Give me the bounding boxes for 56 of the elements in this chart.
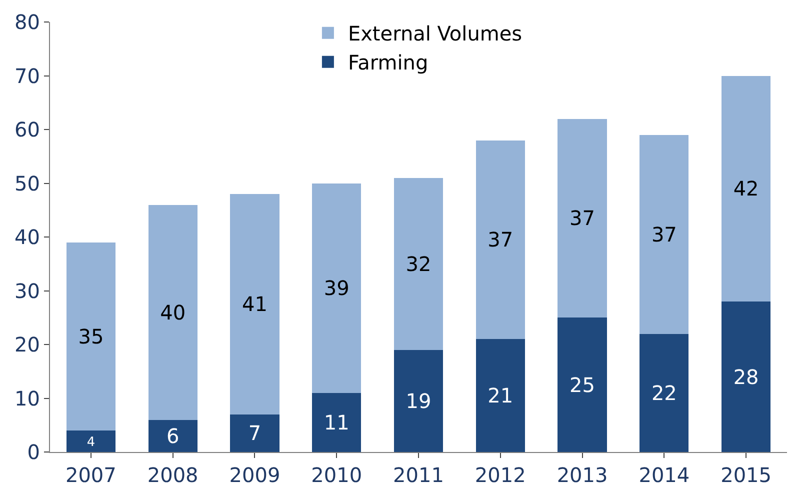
bar xyxy=(721,302,771,452)
bar xyxy=(66,242,116,430)
bar xyxy=(66,430,116,452)
bar xyxy=(476,140,525,340)
data-label: 37 xyxy=(488,228,514,252)
y-tick-label: 30 xyxy=(14,278,40,303)
x-tick-label: 2009 xyxy=(229,463,280,487)
bar xyxy=(476,339,525,452)
bar xyxy=(558,118,607,318)
x-tick-label: 2012 xyxy=(474,463,526,487)
data-label: 28 xyxy=(733,364,759,389)
x-tick-label: 2008 xyxy=(147,463,198,487)
x-tick-label: 2007 xyxy=(65,463,116,487)
legend-label: External Volumes xyxy=(348,22,522,46)
x-tick-label: 2010 xyxy=(311,463,362,487)
bar xyxy=(558,318,607,452)
bar xyxy=(394,178,444,350)
y-tick-label: 0 xyxy=(27,440,40,464)
y-tick-label: 10 xyxy=(14,386,40,410)
data-label: 11 xyxy=(324,410,350,434)
bar xyxy=(312,392,362,452)
bar xyxy=(148,204,198,420)
data-label: 35 xyxy=(78,324,104,348)
data-label: 19 xyxy=(406,388,432,413)
data-label: 37 xyxy=(570,206,595,230)
x-tick-label: 2015 xyxy=(720,463,772,487)
y-tick-label: 50 xyxy=(14,171,40,196)
data-label: 40 xyxy=(160,300,186,324)
data-label: 6 xyxy=(166,424,180,448)
bar xyxy=(230,414,280,452)
legend-label: Farming xyxy=(348,50,428,75)
data-label: 22 xyxy=(651,380,677,405)
y-tick-label: 80 xyxy=(14,10,40,34)
data-label: 21 xyxy=(488,384,514,408)
x-tick-label: 2011 xyxy=(393,463,444,487)
x-tick-label: 2014 xyxy=(638,463,690,487)
bar xyxy=(148,420,198,452)
data-label: 4 xyxy=(86,434,96,450)
data-label: 32 xyxy=(406,252,432,276)
bar xyxy=(230,194,280,414)
y-tick-label: 40 xyxy=(14,225,40,249)
data-label: 39 xyxy=(324,276,350,300)
data-label: 37 xyxy=(651,222,677,246)
bar xyxy=(640,334,689,452)
bar xyxy=(721,76,771,302)
data-label: 7 xyxy=(248,421,262,446)
y-tick-label: 70 xyxy=(14,64,40,88)
data-label: 25 xyxy=(570,372,595,397)
y-tick-label: 60 xyxy=(14,118,40,142)
data-label: 41 xyxy=(242,292,268,316)
bar xyxy=(394,350,444,452)
bar xyxy=(640,134,689,334)
y-tick-label: 20 xyxy=(14,332,40,356)
data-label: 42 xyxy=(733,176,759,201)
bar xyxy=(312,183,362,393)
x-tick-label: 2013 xyxy=(556,463,608,487)
